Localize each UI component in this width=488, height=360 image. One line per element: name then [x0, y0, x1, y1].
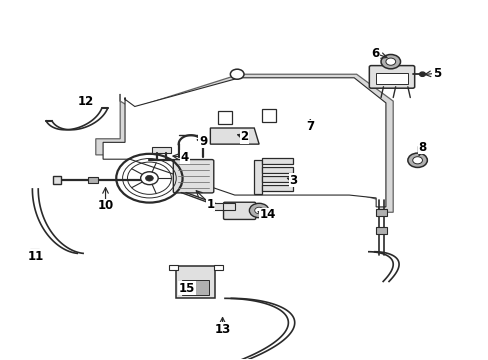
FancyBboxPatch shape: [223, 202, 255, 220]
Bar: [168, 265, 177, 270]
Bar: [214, 265, 223, 270]
Text: 4: 4: [181, 151, 189, 164]
Text: 15: 15: [179, 282, 195, 295]
Bar: [261, 109, 276, 122]
Circle shape: [380, 54, 400, 69]
Bar: [261, 158, 293, 164]
Bar: [217, 111, 232, 124]
Bar: [182, 280, 208, 295]
Bar: [88, 177, 98, 183]
Circle shape: [141, 172, 158, 185]
Text: 8: 8: [418, 140, 426, 153]
Text: 13: 13: [214, 323, 230, 336]
Text: 3: 3: [288, 174, 297, 186]
Text: 2: 2: [240, 130, 248, 144]
Bar: [53, 176, 61, 184]
Text: 11: 11: [28, 249, 44, 262]
Bar: [176, 266, 215, 298]
Circle shape: [385, 58, 395, 65]
Circle shape: [407, 153, 427, 167]
Bar: [375, 73, 407, 84]
Bar: [212, 203, 224, 211]
FancyBboxPatch shape: [368, 66, 414, 88]
Bar: [261, 176, 293, 182]
Circle shape: [230, 69, 244, 79]
Circle shape: [249, 203, 268, 218]
Text: 1: 1: [206, 198, 214, 211]
Bar: [261, 167, 293, 173]
Circle shape: [412, 157, 422, 164]
Text: 5: 5: [432, 67, 440, 80]
Circle shape: [419, 72, 425, 76]
Text: 9: 9: [199, 135, 207, 148]
Polygon shape: [96, 74, 392, 212]
Circle shape: [145, 175, 153, 181]
Polygon shape: [210, 128, 259, 144]
Text: 10: 10: [97, 199, 113, 212]
Polygon shape: [103, 78, 385, 207]
FancyBboxPatch shape: [173, 159, 213, 193]
Text: 7: 7: [305, 121, 314, 134]
Text: 14: 14: [259, 208, 276, 221]
Circle shape: [254, 207, 263, 214]
Bar: [152, 147, 171, 153]
Bar: [254, 159, 261, 194]
Text: 12: 12: [78, 95, 94, 108]
Bar: [261, 185, 293, 191]
Text: 6: 6: [370, 47, 379, 60]
Bar: [375, 210, 386, 216]
Bar: [222, 203, 234, 211]
Bar: [375, 227, 386, 234]
Bar: [30, 249, 39, 253]
